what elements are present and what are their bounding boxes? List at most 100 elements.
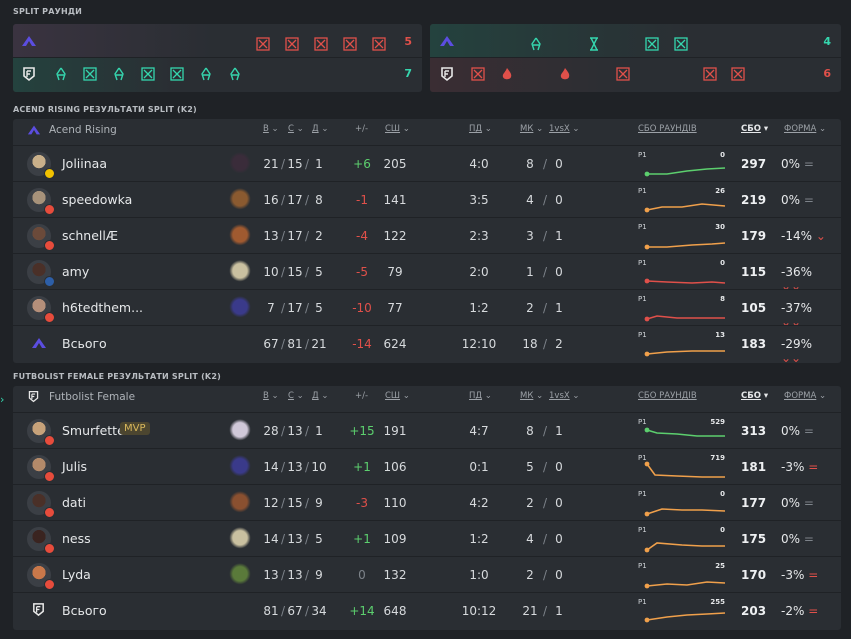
form-value: -2% = [781, 604, 819, 618]
player-name[interactable]: schnellÆ [62, 228, 119, 243]
diff-value: -14 [352, 337, 372, 351]
header-fkfd[interactable]: ПД ⌄ [469, 124, 492, 134]
mvp-badge: MVP [120, 422, 150, 435]
player-name[interactable]: amy [62, 264, 90, 279]
assists-value: 1 [315, 157, 323, 171]
sbo-value: 175 [741, 532, 767, 546]
total-row[interactable]: Всього 67/81/21 -14 624 12:10 18/2 P1 13 183 -29%… [13, 325, 841, 365]
header-kills[interactable]: В ⌄ [263, 124, 279, 134]
header-acs[interactable]: СШ ⌄ [385, 124, 410, 134]
deaths-value: 15 [287, 157, 303, 171]
player-row[interactable]: Smurfette MVP 28/13/1 +15 191 4:7 8/1 P1 529 313 0… [13, 412, 841, 449]
trend-icon: = [808, 460, 819, 474]
team2-scoreboard: Futbolist Female В ⌄ С ⌄ Д ⌄ +/- СШ ⌄ ПД ⌄ МК ⌄… [13, 386, 841, 630]
p1-label: P1 [638, 598, 647, 606]
player-row[interactable]: ness 14/13/5 +1 109 1:2 4/0 P1 0 175 0% = [13, 520, 841, 557]
header-sbo[interactable]: СБО ▾ [741, 391, 769, 401]
fkfd-value: 12:10 [461, 337, 497, 351]
header-deaths[interactable]: С ⌄ [288, 391, 304, 401]
deaths-value: 15 [287, 496, 303, 510]
rounds-sparkline: P1 0 [638, 151, 725, 177]
acs-value: 109 [383, 532, 407, 546]
country-flag-icon [44, 276, 55, 287]
assists-value: 21 [311, 337, 327, 351]
header-assists[interactable]: Д ⌄ [312, 391, 329, 401]
country-flag-icon [44, 579, 55, 590]
agent-portrait [228, 224, 252, 248]
p1-label: P1 [638, 490, 647, 498]
team-logo-icon [27, 123, 41, 140]
kills-value: 81 [263, 604, 279, 618]
player-row[interactable]: Joliinaa 21/15/1 +6 205 4:0 8/0 P1 0 297 0% = [13, 145, 841, 182]
round-loss-icon [731, 67, 745, 81]
player-row[interactable]: schnellÆ 13/17/2 -4 122 2:3 3/1 P1 30 179 -14% ⌄ [13, 217, 841, 254]
left-team-a-score: 5 [404, 35, 412, 48]
header-clutch[interactable]: 1vsX ⌄ [549, 391, 580, 401]
rounds-sparkline: P1 719 [638, 454, 725, 478]
kills-value: 14 [263, 460, 279, 474]
header-clutch[interactable]: 1vsX ⌄ [549, 124, 580, 134]
player-row[interactable]: Lyda 13/13/9 0 132 1:0 2/0 P1 25 170 -3% = [13, 556, 841, 593]
scoreboard-header: Futbolist Female В ⌄ С ⌄ Д ⌄ +/- СШ ⌄ ПД ⌄ МК ⌄… [13, 386, 841, 408]
player-row[interactable]: speedowka 16/17/8 -1 141 3:5 4/0 P1 26 219 0% = [13, 181, 841, 218]
form-value: -29% ⌄⌄ [781, 337, 813, 365]
trend-icon: ⌄⌄ [781, 351, 802, 365]
header-sbo[interactable]: СБО ▾ [741, 124, 769, 134]
round-spike-icon [502, 68, 512, 80]
player-name[interactable]: speedowka [62, 192, 133, 207]
deaths-value: 17 [287, 229, 303, 243]
player-name[interactable]: Joliinaa [62, 156, 107, 171]
header-assists[interactable]: Д ⌄ [312, 124, 329, 134]
p1-label: P1 [638, 418, 647, 426]
player-row[interactable]: h6tedthem... 7/17/5 -10 77 1:2 2/1 P1 8 105 -37% … [13, 289, 841, 329]
team-name: Futbolist Female [49, 391, 136, 403]
player-row[interactable]: Julis 14/13/10 +1 106 0:1 5/0 P1 719 181 -3% = [13, 448, 841, 485]
agent-portrait [228, 455, 252, 479]
player-name[interactable]: Julis [62, 459, 88, 474]
deaths-value: 13 [287, 424, 303, 438]
round-loss-icon [256, 37, 270, 51]
expand-arrow-icon[interactable]: › [0, 393, 5, 406]
clutch-value: 1 [555, 229, 563, 243]
header-form[interactable]: ФОРМА ⌄ [784, 124, 827, 134]
p1-value: 26 [715, 187, 725, 195]
header-rounds[interactable]: СБО РАУНДІВ [638, 391, 697, 401]
kills-value: 16 [263, 193, 279, 207]
header-fkfd[interactable]: ПД ⌄ [469, 391, 492, 401]
header-kills[interactable]: В ⌄ [263, 391, 279, 401]
assists-value: 9 [315, 496, 323, 510]
player-name[interactable]: Smurfette [62, 423, 125, 438]
round-loss-icon [285, 37, 299, 51]
mk-value: 3 [526, 229, 534, 243]
player-name[interactable]: ness [62, 531, 91, 546]
diff-value: +1 [353, 532, 371, 546]
player-row[interactable]: amy 10/15/5 -5 79 2:0 1/0 P1 0 115 -36% ⌄⌄ [13, 253, 841, 293]
header-deaths[interactable]: С ⌄ [288, 124, 304, 134]
deaths-value: 13 [287, 460, 303, 474]
player-name[interactable]: Lyda [62, 567, 91, 582]
player-row[interactable]: dati 12/15/9 -3 110 4:2 2/0 P1 0 177 0% = [13, 484, 841, 521]
deaths-value: 81 [287, 337, 303, 351]
fkfd-value: 4:2 [469, 496, 489, 510]
round-loss-icon [471, 67, 485, 81]
fkfd-value: 4:7 [469, 424, 489, 438]
p1-label: P1 [638, 259, 647, 267]
agent-portrait [228, 188, 252, 212]
rounds-box-right: 4 6 [430, 24, 841, 92]
diff-value: -4 [356, 229, 368, 243]
header-mk[interactable]: МК ⌄ [520, 391, 544, 401]
round-elim-icon [230, 67, 240, 81]
p1-label: P1 [638, 331, 647, 339]
header-rounds[interactable]: СБО РАУНДІВ [638, 124, 697, 134]
agent-portrait [228, 491, 252, 515]
total-row[interactable]: Всього 81/67/34 +14 648 10:12 21/1 P1 255 203 -2%… [13, 592, 841, 629]
scoreboard-header: Acend Rising В ⌄ С ⌄ Д ⌄ +/- СШ ⌄ ПД ⌄ МК ⌄ 1vsX… [13, 119, 841, 141]
header-mk[interactable]: МК ⌄ [520, 124, 544, 134]
left-team-b-score: 7 [404, 67, 412, 80]
header-acs[interactable]: СШ ⌄ [385, 391, 410, 401]
p1-label: P1 [638, 454, 647, 462]
player-name[interactable]: dati [62, 495, 86, 510]
header-form[interactable]: ФОРМА ⌄ [784, 391, 827, 401]
player-name[interactable]: h6tedthem... [62, 300, 144, 315]
rounds-sparkline: P1 13 [638, 331, 725, 357]
